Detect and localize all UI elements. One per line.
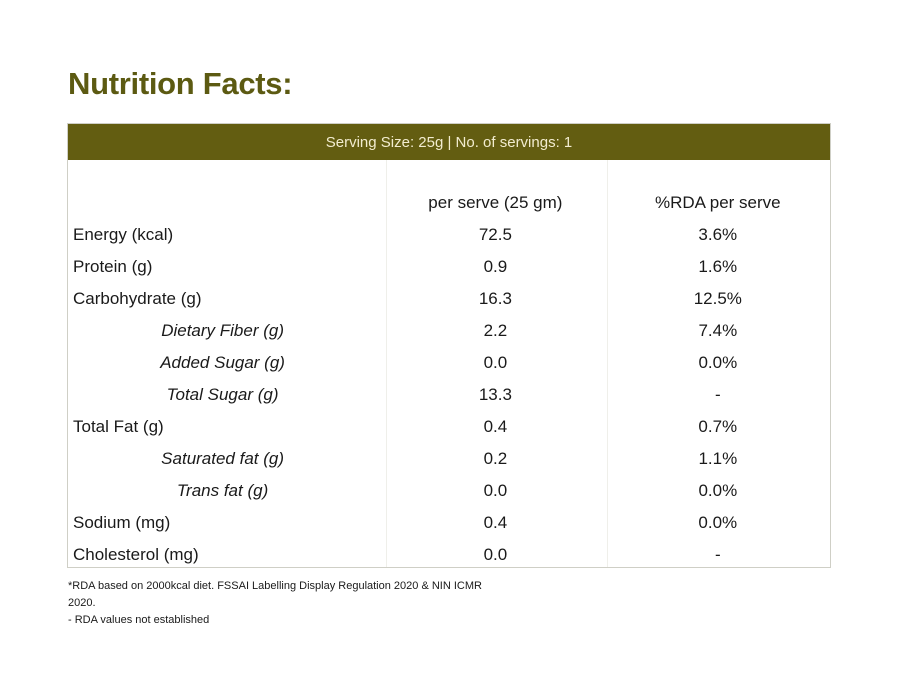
nutrient-label: Added Sugar (g): [160, 353, 285, 372]
per-serve-value: 0.9: [483, 257, 508, 276]
serving-size-bar: Serving Size: 25g | No. of servings: 1: [68, 124, 830, 160]
table-row: Total Fat (g) 0.4 0.7%: [68, 411, 830, 443]
table-row: Saturated fat (g) 0.2 1.1%: [68, 443, 830, 475]
rda-value: 0.0%: [698, 353, 738, 372]
table-row: Protein (g) 0.9 1.6%: [68, 251, 830, 283]
per-serve-value: 0.4: [483, 417, 508, 436]
rda-value: 1.1%: [698, 449, 738, 468]
per-serve-value: 0.0: [483, 353, 508, 372]
header-per-serve: per serve (25 gm): [428, 193, 563, 212]
rda-value: 1.6%: [698, 257, 738, 276]
page-title: Nutrition Facts:: [68, 66, 293, 101]
per-serve-value: 0.2: [483, 449, 508, 468]
header-rda: %RDA per serve: [654, 193, 781, 212]
footnotes: *RDA based on 2000kcal diet. FSSAI Label…: [68, 578, 488, 629]
table-row: Trans fat (g) 0.0 0.0%: [68, 475, 830, 507]
nutrient-label: Protein (g): [73, 257, 153, 276]
nutrient-label: Total Sugar (g): [166, 385, 279, 404]
footnote-rda-basis: *RDA based on 2000kcal diet. FSSAI Label…: [68, 580, 482, 609]
table-row: Added Sugar (g) 0.0 0.0%: [68, 347, 830, 379]
per-serve-value: 2.2: [483, 321, 508, 340]
per-serve-value: 72.5: [478, 225, 512, 244]
nutrient-label: Dietary Fiber (g): [161, 321, 284, 340]
rda-value: 0.0%: [698, 513, 738, 532]
rda-value: 0.7%: [698, 417, 738, 436]
nutrition-table: Serving Size: 25g | No. of servings: 1 p…: [67, 123, 831, 568]
nutrient-label: Energy (kcal): [73, 225, 174, 244]
nutrient-label: Trans fat (g): [176, 481, 269, 500]
table-row: Total Sugar (g) 13.3 -: [68, 379, 830, 411]
rda-value: 12.5%: [693, 289, 742, 308]
table-row: Energy (kcal) 72.5 3.6%: [68, 219, 830, 251]
footnote-rda-not-established: - RDA values not established: [68, 614, 210, 626]
nutrient-label: Carbohydrate (g): [73, 289, 202, 308]
column-divider: [607, 160, 608, 567]
table-row: Sodium (mg) 0.4 0.0%: [68, 507, 830, 539]
column-divider: [386, 160, 387, 567]
nutrient-label: Total Fat (g): [73, 417, 164, 436]
rda-value: -: [714, 545, 721, 564]
serving-size-text: Serving Size: 25g | No. of servings: 1: [325, 133, 573, 151]
table-row: Cholesterol (mg) 0.0 -: [68, 539, 830, 571]
table-header-row: per serve (25 gm) %RDA per serve: [68, 187, 830, 219]
per-serve-value: 16.3: [478, 289, 512, 308]
per-serve-value: 0.0: [483, 545, 508, 564]
table-row: Dietary Fiber (g) 2.2 7.4%: [68, 315, 830, 347]
rda-value: 3.6%: [698, 225, 738, 244]
rda-value: 7.4%: [698, 321, 738, 340]
nutrient-label: Saturated fat (g): [161, 449, 285, 468]
nutrient-label: Sodium (mg): [73, 513, 171, 532]
per-serve-value: 13.3: [478, 385, 512, 404]
rda-value: -: [714, 385, 721, 404]
per-serve-value: 0.4: [483, 513, 508, 532]
table-row: Carbohydrate (g) 16.3 12.5%: [68, 283, 830, 315]
nutrient-label: Cholesterol (mg): [73, 545, 199, 564]
rda-value: 0.0%: [698, 481, 738, 500]
per-serve-value: 0.0: [483, 481, 508, 500]
